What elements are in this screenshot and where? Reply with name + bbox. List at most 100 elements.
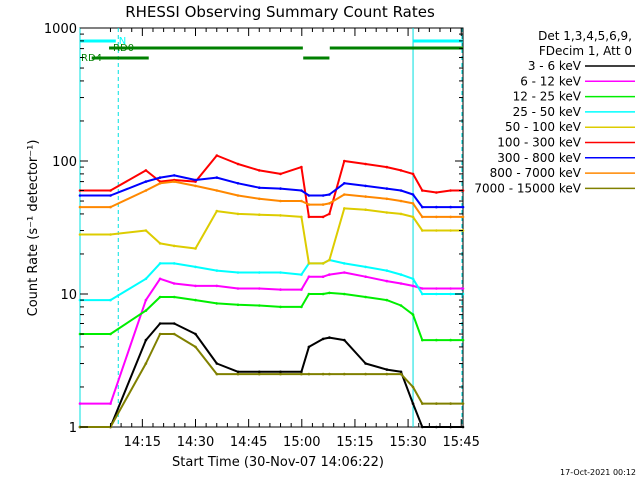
data-point [399, 169, 403, 172]
data-point [435, 287, 438, 290]
legend-label: 100 - 300 keV [497, 136, 581, 150]
data-point [300, 273, 303, 276]
data-point [144, 362, 148, 365]
data-point [279, 199, 282, 203]
data-point [172, 180, 176, 183]
data-point [421, 338, 424, 342]
data-point [385, 269, 389, 272]
data-point [411, 284, 415, 288]
data-point [158, 322, 162, 325]
data-point [307, 275, 311, 279]
data-point [399, 199, 403, 203]
data-point [307, 372, 311, 376]
x-tick-label: 14:15 [124, 435, 161, 450]
data-point [321, 292, 325, 296]
flag-label-rd4: RD4 [81, 53, 102, 64]
data-point [236, 303, 240, 307]
data-point [461, 287, 465, 290]
data-point [109, 233, 112, 236]
data-point [194, 284, 197, 288]
data-point [435, 191, 438, 194]
data-point [258, 304, 261, 307]
data-point [172, 282, 176, 285]
data-point [343, 372, 346, 376]
plot-frame [79, 27, 464, 428]
data-point [364, 295, 367, 299]
data-point [109, 332, 112, 336]
data-point [300, 165, 303, 169]
data-point [279, 372, 282, 376]
data-point [364, 184, 367, 188]
data-point [421, 215, 424, 219]
data-point [215, 189, 219, 192]
data-point [172, 262, 176, 265]
data-point [421, 402, 424, 405]
data-point [258, 197, 261, 201]
data-point [158, 262, 162, 265]
data-point [385, 165, 389, 169]
data-point [144, 277, 148, 281]
data-point [158, 182, 162, 185]
data-point [343, 193, 346, 196]
data-point [172, 174, 176, 177]
data-point [158, 277, 162, 281]
data-point [215, 362, 219, 365]
data-point [279, 214, 282, 217]
data-point [279, 187, 282, 190]
data-point [144, 309, 148, 312]
data-point [421, 205, 424, 209]
data-point [364, 195, 367, 198]
data-point [399, 372, 403, 376]
data-point [343, 271, 346, 274]
data-point [461, 338, 465, 342]
data-point [321, 262, 325, 265]
data-point [328, 258, 331, 262]
legend-label: 50 - 100 keV [505, 120, 582, 134]
series-line-2 [80, 291, 463, 342]
data-point [236, 212, 240, 216]
data-point [194, 247, 197, 250]
data-point [109, 194, 112, 197]
data-point [449, 287, 452, 290]
data-point [461, 215, 465, 219]
data-point [328, 273, 331, 276]
data-point [328, 212, 331, 216]
data-point [411, 402, 415, 405]
data-point [300, 372, 303, 376]
x-axis-label: Start Time (30-Nov-07 14:06:22) [172, 455, 384, 470]
data-point [421, 287, 424, 290]
data-point [399, 370, 403, 374]
y-tick-label: 100 [52, 155, 77, 170]
data-point [307, 292, 311, 296]
data-point [307, 262, 311, 265]
data-point [215, 284, 219, 288]
y-tick-label: 1 [69, 421, 77, 436]
data-point [172, 332, 176, 336]
data-point [307, 194, 311, 197]
data-point [194, 298, 197, 302]
data-point [421, 292, 424, 296]
data-point [399, 212, 403, 216]
data-point [364, 208, 367, 211]
data-point [236, 372, 240, 376]
data-point [321, 337, 325, 341]
data-point [449, 292, 452, 296]
series-line-0 [80, 322, 463, 428]
legend-header-line-1: Det 1,3,4,5,6,9, [538, 29, 632, 43]
data-point [109, 189, 112, 192]
data-point [411, 193, 415, 196]
data-point [385, 197, 389, 201]
y-tick-label: 1000 [44, 22, 77, 37]
series-layer [78, 154, 465, 429]
data-point [461, 402, 465, 405]
y-tick-label: 10 [60, 288, 77, 303]
data-point [328, 336, 331, 339]
footer-date: 17-Oct-2021 00:12 [560, 468, 636, 477]
data-point [449, 189, 452, 192]
data-point [421, 229, 424, 232]
data-point [385, 279, 389, 283]
data-point [158, 176, 162, 179]
flag-label-rd0: RD0 [113, 43, 134, 54]
data-point [78, 205, 82, 209]
